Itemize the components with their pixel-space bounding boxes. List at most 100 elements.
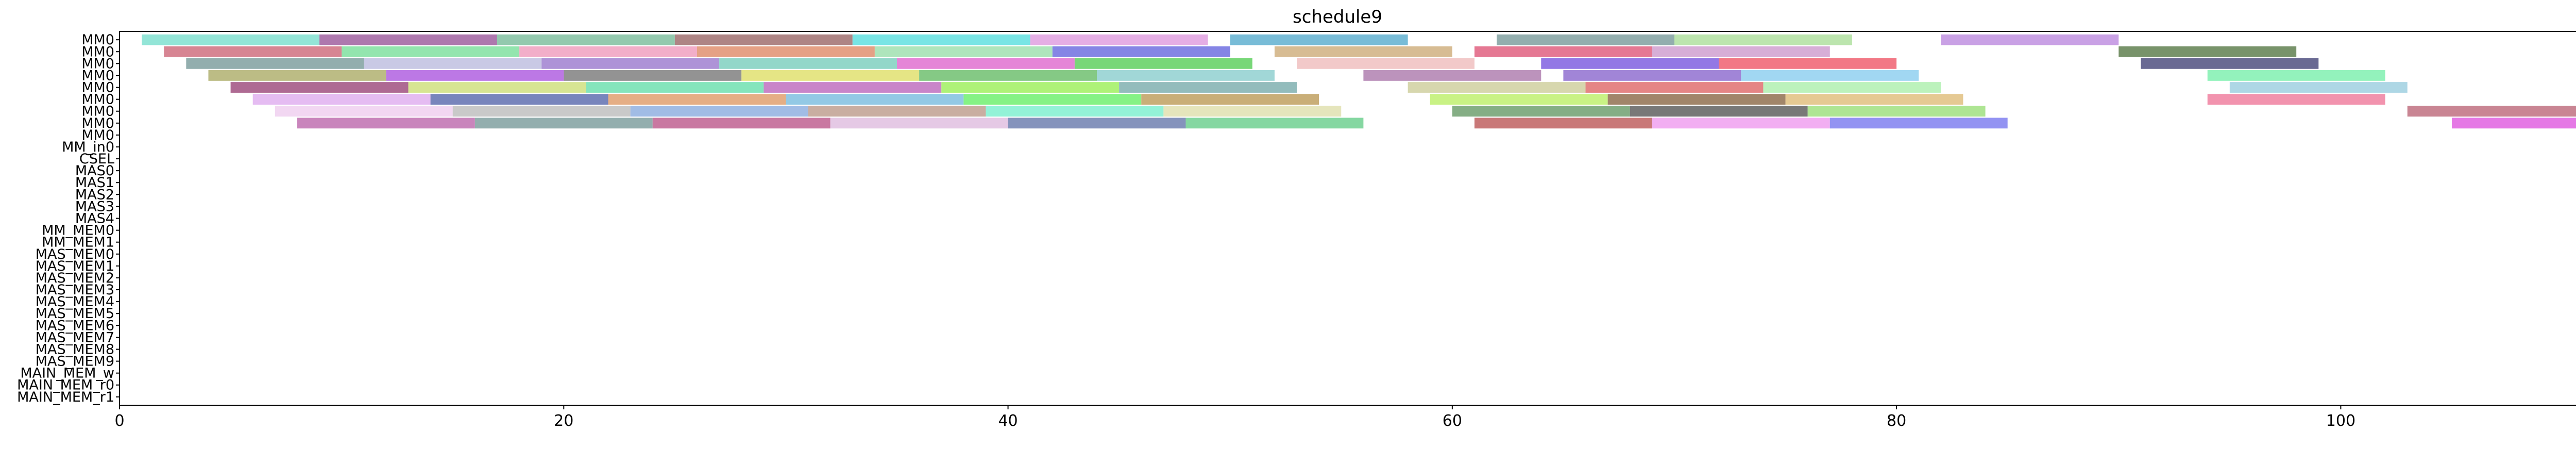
y-tick-label: MAS_MEM7 [36, 329, 114, 345]
task-bar [1541, 58, 1719, 69]
y-tick-label: MAS_MEM6 [36, 318, 114, 334]
task-bar [1630, 106, 1808, 117]
y-tick-label: MAS_MEM9 [36, 354, 114, 370]
y-tick-label: MM0 [81, 127, 114, 143]
task-bar [1119, 82, 1297, 93]
task-bar [674, 34, 853, 45]
task-bar [164, 46, 342, 57]
task-bar [1807, 106, 1986, 117]
task-bar [652, 118, 831, 129]
task-bar [808, 106, 986, 117]
task-bar [386, 70, 564, 81]
task-bar [1297, 58, 1475, 69]
y-tick-label: MAS0 [75, 163, 114, 179]
task-bar [474, 118, 653, 129]
y-tick-label: MAS_MEM5 [36, 306, 114, 322]
y-tick-label: MM0 [81, 68, 114, 84]
y-tick-label: MAS_MEM4 [36, 294, 114, 310]
y-tick-label: MAS_MEM0 [36, 246, 114, 262]
y-tick-label: MAS_MEM2 [36, 270, 114, 286]
task-bar [541, 58, 720, 69]
task-bar [275, 106, 453, 117]
y-tick-label: MAS_MEM8 [36, 341, 114, 357]
task-bar [852, 34, 1030, 45]
task-bar [608, 94, 786, 105]
y-tick-label: MAS_MEM3 [36, 282, 114, 298]
y-tick-label: MM0 [81, 44, 114, 60]
task-bar [186, 58, 364, 69]
task-bar [497, 34, 675, 45]
task-bar [1719, 58, 1897, 69]
task-bar [1074, 58, 1252, 69]
task-bar [1674, 34, 1852, 45]
task-bars [142, 34, 2576, 129]
task-bar [786, 94, 964, 105]
task-bar [519, 46, 697, 57]
task-bar [1741, 70, 1919, 81]
task-bar [2141, 58, 2319, 69]
task-bar [2407, 106, 2576, 117]
x-tick-label: 20 [554, 412, 573, 430]
task-bar [1030, 34, 1208, 45]
task-bar [342, 46, 520, 57]
y-tick-label: MAIN_MEM_r0 [17, 377, 114, 393]
task-bar [630, 106, 808, 117]
x-tick-label: 100 [2326, 412, 2355, 430]
plot-frame [119, 31, 2576, 406]
task-bar [230, 82, 409, 93]
task-bar [1607, 94, 1786, 105]
task-bar [1230, 34, 1408, 45]
task-bar [2207, 94, 2385, 105]
task-bar [1585, 82, 1764, 93]
task-bar [1408, 82, 1586, 93]
task-bar [1185, 118, 1364, 129]
task-bar [564, 70, 742, 81]
y-tick-label: MM_in0 [62, 139, 114, 155]
task-bar [986, 106, 1164, 117]
task-bar [874, 46, 1053, 57]
task-bar [1097, 70, 1275, 81]
task-bar [919, 70, 1097, 81]
task-bar [1474, 118, 1652, 129]
task-bar [2119, 46, 2297, 57]
task-bar [1008, 118, 1186, 129]
task-bar [2229, 82, 2408, 93]
y-tick-label: MAS2 [75, 187, 114, 203]
task-bar [963, 94, 1142, 105]
y-tick-label: MM_MEM1 [42, 235, 114, 251]
y-tick-label: MM0 [81, 92, 114, 108]
task-bar [2207, 70, 2385, 81]
y-tick-label: MM0 [81, 80, 114, 96]
y-tick-label: MAS4 [75, 211, 114, 227]
y-tick-label: MM0 [81, 56, 114, 72]
task-bar [764, 82, 942, 93]
task-bar [364, 58, 542, 69]
task-bar [1474, 46, 1652, 57]
task-bar [586, 82, 764, 93]
task-bar [697, 46, 875, 57]
x-tick-label: 60 [1443, 412, 1462, 430]
y-tick-label: MAS3 [75, 198, 114, 214]
task-bar [1763, 82, 1941, 93]
x-tick-label: 80 [1887, 412, 1906, 430]
task-bar [252, 94, 431, 105]
task-bar [430, 94, 608, 105]
task-bar [1652, 46, 1830, 57]
task-bar [1274, 46, 1452, 57]
task-bar [1563, 70, 1741, 81]
task-bar [1652, 118, 1830, 129]
task-bar [408, 82, 586, 93]
y-tick-label: MM_MEM0 [42, 223, 114, 239]
task-bar [142, 34, 320, 45]
task-bar [941, 82, 1120, 93]
task-bar [1829, 118, 2008, 129]
chart-title: schedule9 [1293, 7, 1382, 27]
task-bar [1941, 34, 2119, 45]
task-bar [297, 118, 475, 129]
y-axis-ticks: MM0MM0MM0MM0MM0MM0MM0MM0MM0MM_in0CSELMAS… [17, 32, 120, 405]
task-bar [1163, 106, 1342, 117]
task-bar [830, 118, 1008, 129]
task-bar [1052, 46, 1230, 57]
y-tick-label: MM0 [81, 104, 114, 120]
